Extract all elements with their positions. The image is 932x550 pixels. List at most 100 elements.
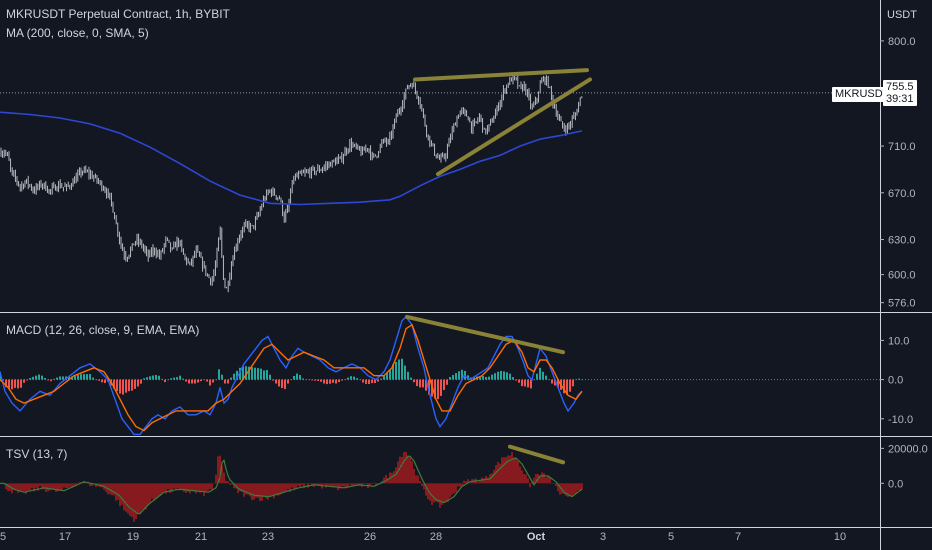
tsv-bar xyxy=(293,483,295,490)
macd-histogram-bar xyxy=(551,379,553,384)
chart-title[interactable]: MKRUSDT Perpetual Contract, 1h, BYBIT xyxy=(6,7,230,21)
tsv-bar xyxy=(331,483,333,487)
tsv-bar xyxy=(25,483,27,494)
tsv-bar xyxy=(51,483,53,490)
tsv-bar xyxy=(75,483,77,487)
trendline xyxy=(413,68,589,82)
tsv-bar xyxy=(211,483,213,490)
tsv-legend[interactable]: TSV (13, 7) xyxy=(6,447,68,461)
tsv-bar xyxy=(73,483,75,486)
macd-histogram-bar xyxy=(422,379,424,388)
tsv-bar xyxy=(295,483,297,489)
tsv-bar xyxy=(329,483,331,486)
tsv-bar xyxy=(47,483,49,492)
macd-histogram-bar xyxy=(377,379,379,382)
tsv-bar xyxy=(429,483,431,501)
macd-histogram-bar xyxy=(389,369,391,380)
tsv-bar xyxy=(509,455,511,484)
macd-histogram-bar xyxy=(266,369,268,380)
tsv-bar xyxy=(41,483,43,490)
tsv-bar xyxy=(251,483,253,501)
macd-histogram-bar xyxy=(485,376,487,380)
tsv-bar xyxy=(451,483,453,495)
tsv-bar xyxy=(191,483,193,492)
macd-histogram-bar xyxy=(572,379,574,387)
macd-histogram-bar xyxy=(503,371,505,380)
macd-histogram-bar xyxy=(17,379,19,389)
macd-histogram-bar xyxy=(242,366,244,380)
macd-histogram-bar xyxy=(68,376,70,380)
macd-histogram-bar xyxy=(155,375,157,380)
tsv-bar xyxy=(281,483,283,494)
tsv-bar xyxy=(561,483,563,494)
macd-histogram-bar xyxy=(548,379,550,381)
tsv-bar xyxy=(291,483,293,488)
tsv-bar xyxy=(493,469,495,484)
macd-histogram-bar xyxy=(188,379,190,384)
tsv-bar xyxy=(417,475,419,484)
tsv-bar xyxy=(555,483,557,486)
tsv-bar xyxy=(157,483,159,498)
macd-histogram-bar xyxy=(257,368,259,380)
time-tick-label: 17 xyxy=(59,531,71,543)
macd-trendline xyxy=(405,314,565,355)
tsv-bar xyxy=(383,477,385,484)
ma-legend[interactable]: MA (200, close, 0, SMA, 5) xyxy=(6,26,149,40)
macd-histogram-bar xyxy=(227,379,229,384)
price-tick-label: 800.0 xyxy=(888,36,916,48)
macd-histogram-bar xyxy=(233,373,235,380)
bar-countdown: 39:31 xyxy=(886,93,914,105)
tsv-bar xyxy=(505,457,507,484)
macd-histogram-bar xyxy=(29,378,31,380)
tsv-bar xyxy=(171,483,173,493)
tsv-bar xyxy=(143,483,145,510)
macd-histogram-bar xyxy=(218,369,220,380)
tsv-bar xyxy=(145,483,147,510)
tsv-bar xyxy=(387,478,389,484)
tsv-bar xyxy=(31,483,33,489)
tsv-bar xyxy=(193,483,195,492)
tsv-bar xyxy=(309,483,311,484)
macd-histogram-bar xyxy=(113,379,115,389)
macd-histogram-bar xyxy=(164,379,166,383)
macd-histogram-bar xyxy=(515,379,517,381)
macd-histogram-bar xyxy=(128,379,130,392)
tsv-bar xyxy=(477,482,479,484)
macd-histogram-bar xyxy=(146,377,148,380)
tsv-bar xyxy=(521,470,523,484)
tsv-bar xyxy=(441,483,443,505)
tsv-bar xyxy=(385,474,387,484)
macd-histogram-bar xyxy=(35,375,37,380)
tsv-bar xyxy=(275,483,277,495)
tsv-bar xyxy=(465,481,467,484)
macd-histogram-bar xyxy=(263,370,265,380)
tsv-bar xyxy=(479,479,481,484)
macd-legend[interactable]: MACD (12, 26, close, 9, EMA, EMA) xyxy=(6,323,200,337)
macd-histogram-bar xyxy=(170,378,172,380)
time-tick-label: 7 xyxy=(735,531,741,543)
macd-histogram-bar xyxy=(224,379,226,384)
macd-histogram-bar xyxy=(488,376,490,380)
tsv-bar xyxy=(67,483,69,489)
tsv-bar xyxy=(195,483,197,494)
tsv-bar xyxy=(347,483,349,488)
tsv-bar xyxy=(165,483,167,494)
macd-histogram-bar xyxy=(191,379,193,384)
tsv-bar xyxy=(343,483,345,487)
tsv-bar xyxy=(135,483,137,520)
tsv-bar xyxy=(551,483,553,484)
tsv-bar xyxy=(181,483,183,490)
macd-histogram-bar xyxy=(323,379,325,384)
tsv-bar xyxy=(377,483,379,485)
tsv-bar xyxy=(207,483,209,491)
macd-histogram-bar xyxy=(200,379,202,382)
tsv-bar xyxy=(209,483,211,490)
tsv-bar xyxy=(109,483,111,495)
tsv-bar xyxy=(403,452,405,484)
tsv-bar xyxy=(133,483,135,522)
macd-histogram-bar xyxy=(119,379,121,394)
tsv-bar xyxy=(349,483,351,485)
macd-histogram-bar xyxy=(308,379,310,381)
